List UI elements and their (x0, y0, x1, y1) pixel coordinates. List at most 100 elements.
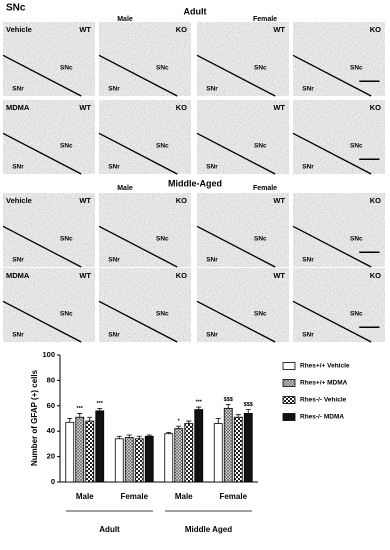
genotype-label: WT (79, 25, 91, 34)
x-tick-label: Male (175, 492, 193, 501)
sex-label: Male (117, 16, 133, 23)
treatment-label: Vehicle (6, 25, 32, 34)
y-tick-label: 100 (42, 350, 55, 359)
error-bar (126, 434, 132, 438)
error-bar (116, 435, 122, 439)
legend-swatch (282, 379, 296, 387)
region-boundary (292, 132, 372, 175)
x-tick-label: Female (219, 492, 247, 501)
bar (144, 435, 154, 483)
bar (184, 423, 194, 483)
genotype-label: WT (273, 25, 285, 34)
significance-label: * (178, 419, 181, 425)
significance-label: *** (97, 401, 104, 407)
bar (114, 438, 124, 483)
treatment-label: MDMA (6, 271, 30, 280)
region-boundary (98, 132, 178, 175)
snr-label: SNr (12, 256, 24, 263)
genotype-label: KO (176, 25, 187, 34)
snc-label: SNc (60, 311, 73, 318)
bar (85, 420, 95, 483)
snr-label: SNr (206, 163, 218, 170)
region-boundary (196, 300, 276, 343)
region-boundary (196, 225, 276, 268)
error-bar (87, 416, 93, 422)
error-bar (136, 435, 142, 439)
genotype-label: KO (176, 271, 187, 280)
snr-label: SNr (108, 256, 120, 263)
error-bar (166, 432, 172, 434)
snc-label: SNc (350, 311, 363, 318)
error-bar (196, 406, 202, 410)
micrograph (196, 192, 290, 268)
y-tick-label: 40 (47, 426, 55, 435)
region-boundary (196, 54, 276, 97)
snc-label: SNc (350, 236, 363, 243)
y-tick-label: 0 (51, 477, 55, 486)
legend-swatch (282, 362, 296, 370)
micrograph (196, 99, 290, 175)
snr-label: SNr (206, 331, 218, 338)
genotype-label: KO (176, 196, 187, 205)
legend-swatch (282, 396, 296, 404)
bar (243, 413, 253, 483)
micrograph (2, 99, 96, 175)
bar (194, 409, 204, 483)
snr-label: SNr (108, 85, 120, 92)
error-bar (225, 404, 231, 409)
genotype-label: WT (273, 196, 285, 205)
micrograph (292, 192, 386, 268)
region-boundary (292, 300, 372, 343)
snc-label: SNc (156, 311, 169, 318)
region-boundary (292, 225, 372, 268)
genotype-label: KO (370, 25, 381, 34)
genotype-label: KO (176, 103, 187, 112)
error-bar (77, 413, 83, 418)
region-boundary (292, 54, 372, 97)
error-bar (245, 409, 251, 414)
snr-label: SNr (302, 331, 314, 338)
significance-label: *** (77, 406, 84, 412)
bar (223, 407, 233, 483)
micrograph (196, 21, 290, 97)
micrograph (98, 192, 192, 268)
micrograph (98, 267, 192, 343)
micrograph (2, 267, 96, 343)
snc-label: SNc (156, 236, 169, 243)
error-bar (97, 407, 103, 411)
micrograph (196, 267, 290, 343)
snc-label: SNc (350, 65, 363, 72)
legend-label: Rhes+/+ MDMA (300, 380, 348, 387)
region-boundary (2, 132, 82, 175)
bar (124, 437, 134, 483)
snr-label: SNr (302, 163, 314, 170)
error-bar (67, 418, 73, 423)
error-bar (186, 420, 192, 424)
bar (233, 416, 243, 483)
snc-label: SNc (254, 65, 267, 72)
sex-label: Female (253, 185, 277, 192)
genotype-label: WT (79, 196, 91, 205)
genotype-label: KO (370, 196, 381, 205)
bar (134, 438, 144, 483)
significance-label: $$$ (224, 397, 233, 403)
region-boundary (2, 225, 82, 268)
significance-label: *** (196, 400, 203, 406)
region-boundary (196, 132, 276, 175)
sex-label: Female (253, 16, 277, 23)
bar (213, 423, 223, 483)
snr-label: SNr (206, 256, 218, 263)
snr-label: SNr (12, 85, 24, 92)
snc-label: SNc (156, 143, 169, 150)
micrograph (98, 99, 192, 175)
genotype-label: WT (79, 103, 91, 112)
snr-label: SNr (302, 85, 314, 92)
region-boundary (98, 300, 178, 343)
y-tick-label: 20 (47, 452, 55, 461)
genotype-label: KO (370, 271, 381, 280)
bar (75, 416, 85, 483)
genotype-label: WT (79, 271, 91, 280)
region-boundary (2, 300, 82, 343)
snr-label: SNr (302, 256, 314, 263)
